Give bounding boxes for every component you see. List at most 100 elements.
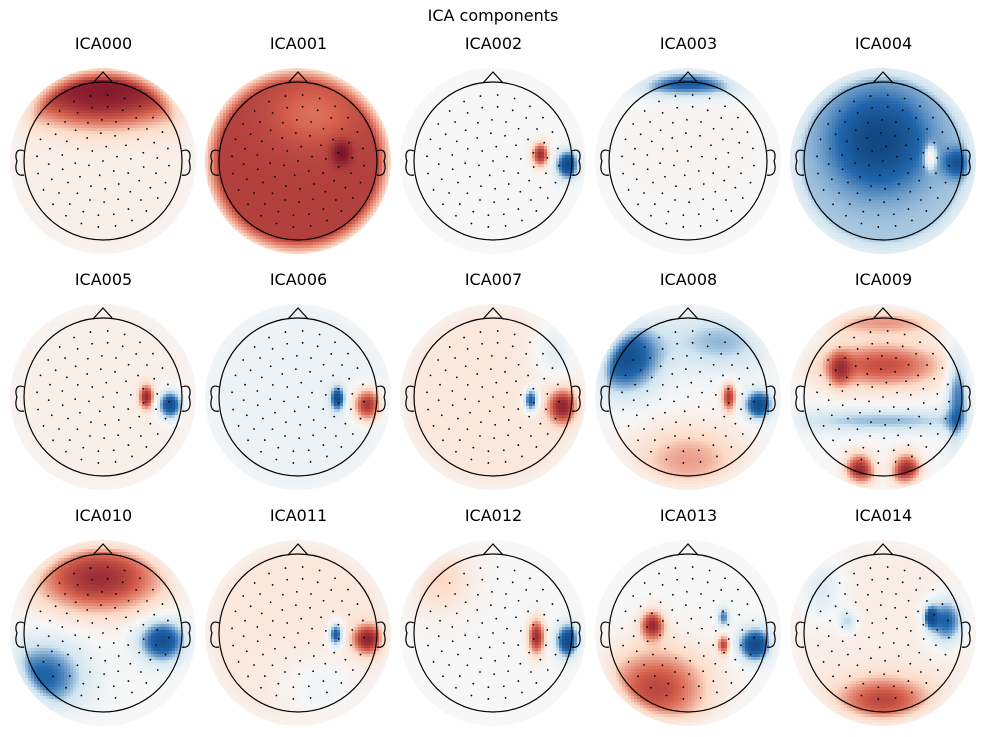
nose-marker (482, 71, 504, 84)
component-title-ica001: ICA001 (201, 34, 396, 53)
topomap-ica004 (790, 68, 976, 254)
left-ear-marker (795, 149, 805, 176)
head-outline (608, 317, 768, 477)
sensor-markers (231, 566, 365, 700)
nose-marker (872, 307, 894, 320)
nose-marker (872, 71, 894, 84)
topomap-ica003 (595, 68, 781, 254)
sensor-markers (426, 330, 560, 464)
sensor-markers (621, 330, 755, 464)
component-title-ica010: ICA010 (6, 506, 201, 525)
sensor-markers (621, 94, 755, 228)
sensor-markers (36, 566, 170, 700)
nose-marker (677, 543, 699, 556)
nose-marker (677, 307, 699, 320)
component-title-ica007: ICA007 (396, 270, 591, 289)
head-outline (413, 81, 573, 241)
sensor-markers (426, 94, 560, 228)
sensor-markers (36, 330, 170, 464)
left-ear-marker (600, 621, 610, 648)
right-ear-marker (181, 149, 191, 176)
head-outline (413, 553, 573, 713)
nose-marker (92, 307, 114, 320)
head-outline (803, 317, 963, 477)
head-outline (218, 81, 378, 241)
topomap-ica006 (205, 304, 391, 490)
head-outline (608, 553, 768, 713)
sensor-markers (816, 330, 950, 464)
right-ear-marker (376, 621, 386, 648)
component-title-ica005: ICA005 (6, 270, 201, 289)
left-ear-marker (15, 621, 25, 648)
left-ear-marker (210, 149, 220, 176)
topomap-ica010 (10, 540, 196, 726)
left-ear-marker (210, 621, 220, 648)
topomap-ica012 (400, 540, 586, 726)
head-outline (803, 553, 963, 713)
right-ear-marker (766, 385, 776, 412)
right-ear-marker (181, 621, 191, 648)
head-outline (218, 317, 378, 477)
component-title-ica003: ICA003 (591, 34, 786, 53)
left-ear-marker (600, 149, 610, 176)
left-ear-marker (405, 621, 415, 648)
right-ear-marker (961, 149, 971, 176)
left-ear-marker (600, 385, 610, 412)
left-ear-marker (795, 621, 805, 648)
left-ear-marker (405, 149, 415, 176)
nose-marker (482, 307, 504, 320)
topomap-ica002 (400, 68, 586, 254)
component-title-ica008: ICA008 (591, 270, 786, 289)
nose-marker (92, 543, 114, 556)
component-title-ica014: ICA014 (786, 506, 981, 525)
right-ear-marker (961, 621, 971, 648)
sensor-markers (426, 566, 560, 700)
right-ear-marker (376, 385, 386, 412)
head-outline (23, 317, 183, 477)
right-ear-marker (571, 385, 581, 412)
left-ear-marker (15, 149, 25, 176)
left-ear-marker (795, 385, 805, 412)
topomap-heat-ica003 (595, 68, 781, 254)
right-ear-marker (766, 149, 776, 176)
right-ear-marker (766, 621, 776, 648)
topomap-ica014 (790, 540, 976, 726)
sensor-markers (816, 566, 950, 700)
topomap-ica001 (205, 68, 391, 254)
component-title-ica013: ICA013 (591, 506, 786, 525)
sensor-markers (231, 330, 365, 464)
nose-marker (287, 71, 309, 84)
sensor-markers (621, 566, 755, 700)
right-ear-marker (181, 385, 191, 412)
sensor-markers (36, 94, 170, 228)
nose-marker (287, 307, 309, 320)
nose-marker (482, 543, 504, 556)
nose-marker (92, 71, 114, 84)
topomap-ica008 (595, 304, 781, 490)
topomap-ica013 (595, 540, 781, 726)
left-ear-marker (15, 385, 25, 412)
figure-title: ICA components (0, 6, 986, 25)
left-ear-marker (405, 385, 415, 412)
component-title-ica009: ICA009 (786, 270, 981, 289)
nose-marker (872, 543, 894, 556)
component-title-ica000: ICA000 (6, 34, 201, 53)
component-title-ica012: ICA012 (396, 506, 591, 525)
topomap-ica005 (10, 304, 196, 490)
component-title-ica011: ICA011 (201, 506, 396, 525)
right-ear-marker (571, 149, 581, 176)
topomap-heat-ica004 (790, 68, 976, 254)
left-ear-marker (210, 385, 220, 412)
component-title-ica004: ICA004 (786, 34, 981, 53)
head-outline (23, 553, 183, 713)
head-outline (23, 81, 183, 241)
topomap-heat-ica014 (790, 540, 976, 726)
topomap-heat-ica005 (10, 304, 196, 490)
sensor-markers (231, 94, 365, 228)
sensor-markers (816, 94, 950, 228)
topomap-heat-ica006 (205, 304, 391, 490)
topomap-ica000 (10, 68, 196, 254)
right-ear-marker (961, 385, 971, 412)
topomap-ica007 (400, 304, 586, 490)
